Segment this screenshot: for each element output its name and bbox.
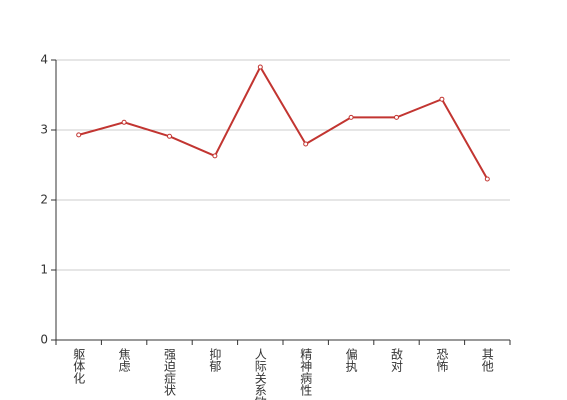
x-tick-label: 焦虑	[117, 348, 131, 372]
point	[212, 153, 218, 159]
x-tick-label: 躯体化	[72, 347, 86, 385]
y-tick-label: 2	[40, 193, 48, 207]
x-tick-label: 敌对	[390, 347, 404, 372]
x-tick-label: 人际关系敏感	[253, 348, 267, 400]
series-line	[78, 64, 489, 180]
point	[394, 114, 399, 120]
point	[76, 132, 82, 138]
point	[167, 133, 172, 139]
x-tick-label: 其他	[480, 348, 494, 372]
x-tick-label: 精神病性	[299, 348, 313, 397]
point	[121, 119, 127, 125]
y-tick-label: 4	[40, 53, 48, 67]
y-tick-label: 0	[40, 333, 48, 347]
point	[303, 141, 309, 147]
point	[348, 114, 354, 120]
point	[484, 176, 490, 182]
y-tick-label: 3	[40, 123, 48, 137]
point	[257, 64, 263, 70]
point	[439, 96, 445, 102]
x-tick-label: 抑郁	[208, 347, 222, 373]
y-tick-label: 1	[40, 263, 48, 277]
x-tick-label: 恐怖	[435, 348, 449, 372]
x-tick-label: 强迫症状	[163, 348, 177, 396]
x-tick-label: 偏执	[344, 347, 358, 373]
